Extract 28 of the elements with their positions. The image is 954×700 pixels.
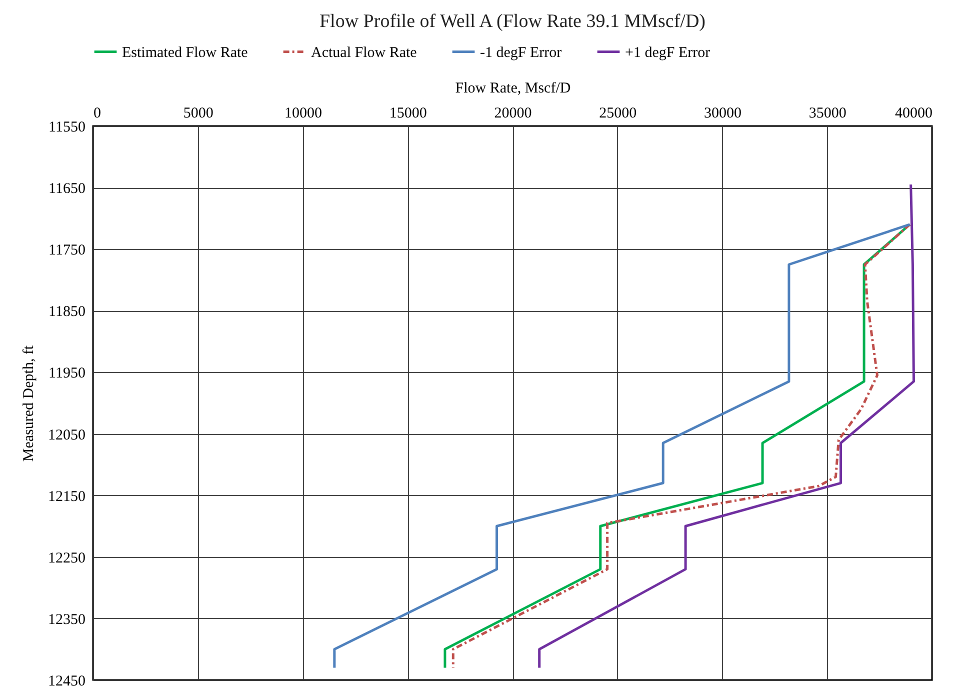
y-axis-title: Measured Depth, ft <box>21 344 37 462</box>
line-series <box>538 183 915 669</box>
chart-title: Flow Profile of Well A (Flow Rate 39.1 MMscf/D) <box>319 11 706 32</box>
legend-label: -1 degF Error <box>480 44 562 61</box>
legend-label: +1 degF Error <box>625 44 710 61</box>
y-tick-label: 12050 <box>48 427 86 444</box>
x-tick-label: 30000 <box>704 106 742 122</box>
x-axis-title: Flow Rate, Mscf/D <box>455 80 571 96</box>
legend-label: Estimated Flow Rate <box>122 44 248 61</box>
y-tick-label: 12150 <box>48 488 86 505</box>
y-tick-label: 11850 <box>48 304 86 320</box>
x-tick-label: 5000 <box>183 106 214 122</box>
x-tick-label: 10000 <box>284 106 322 122</box>
line-series <box>333 223 912 669</box>
y-tick-label: 11650 <box>48 181 86 198</box>
y-tick-label: 11950 <box>48 366 86 382</box>
x-tick-label: 0 <box>94 106 101 122</box>
x-tick-label: 25000 <box>599 106 637 122</box>
y-tick-label: 12450 <box>48 674 86 690</box>
y-tick-label: 12250 <box>48 550 86 566</box>
y-tick-label: 11750 <box>48 242 86 259</box>
x-tick-label: 35000 <box>808 106 846 122</box>
y-tick-label: 11550 <box>48 120 86 136</box>
x-tick-label: 15000 <box>389 106 427 122</box>
x-tick-label: 40000 <box>895 106 932 122</box>
legend-label: Actual Flow Rate <box>311 44 418 61</box>
y-tick-label: 12350 <box>48 612 86 628</box>
x-tick-label: 20000 <box>494 106 532 122</box>
